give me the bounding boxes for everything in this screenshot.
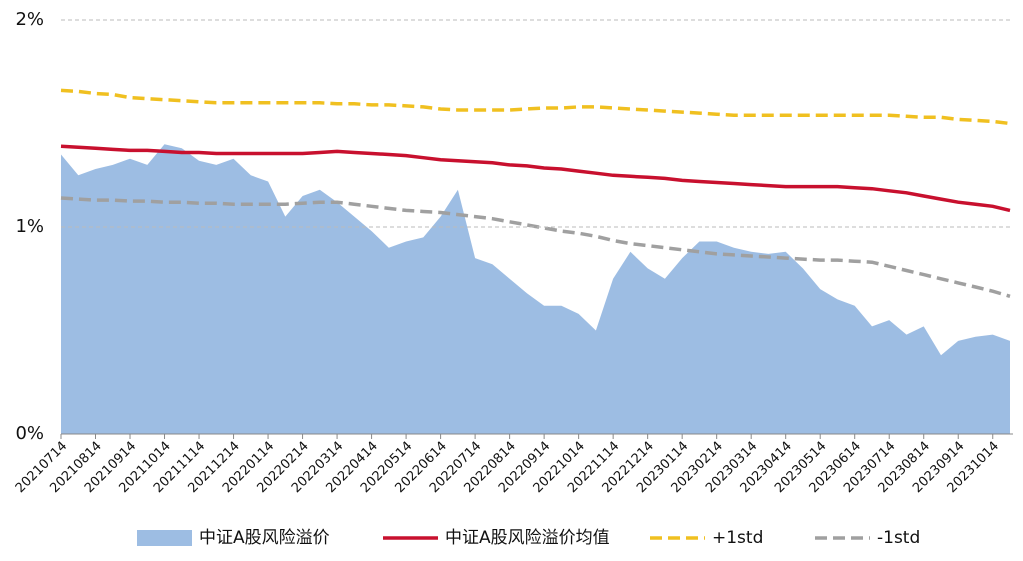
line: [60, 144, 1011, 213]
y-tick-label: 2%: [15, 9, 44, 30]
area: [61, 144, 1010, 434]
legend-item: 中证A股风险溢价均值: [383, 528, 610, 548]
legend-label: +1std: [712, 528, 763, 548]
line: [60, 88, 1011, 126]
legend-label: 中证A股风险溢价: [199, 528, 330, 548]
legend-label: 中证A股风险溢价均值: [445, 528, 610, 548]
line: [60, 196, 1011, 298]
legend-item: 中证A股风险溢价: [137, 528, 330, 548]
legend-swatch: [137, 530, 192, 546]
legend-label: -1std: [877, 528, 920, 548]
legend-item: +1std: [650, 528, 763, 548]
y-tick-label: 1%: [15, 216, 44, 237]
legend-item: -1std: [815, 528, 920, 548]
y-tick-label: 0%: [15, 423, 44, 444]
